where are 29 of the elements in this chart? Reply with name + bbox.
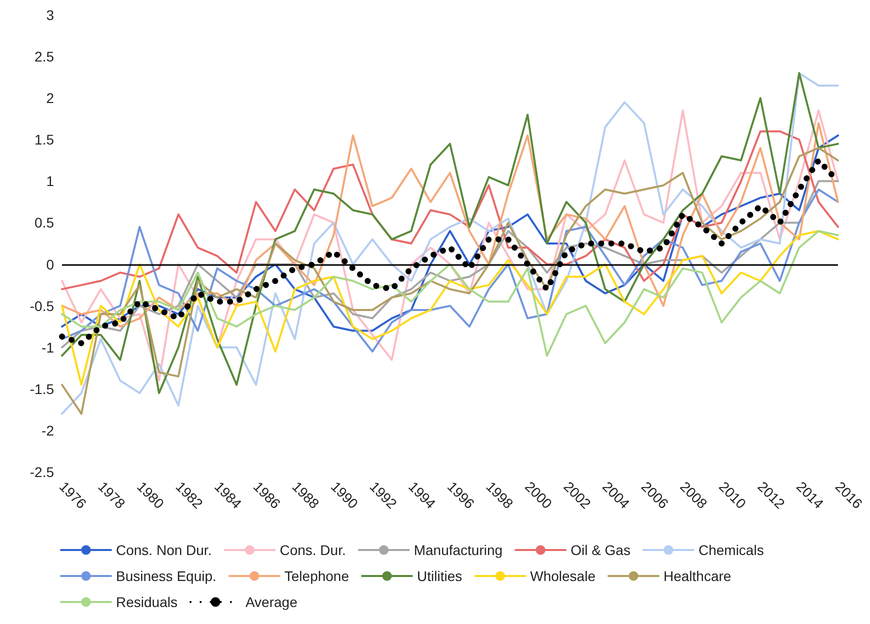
y-tick-label: -0.5 <box>30 298 54 314</box>
y-tick-label: 1.5 <box>34 132 54 148</box>
y-tick-label: -2 <box>42 422 54 438</box>
y-tick-label: 1 <box>46 173 54 190</box>
y-tick-label: 3 <box>46 7 54 23</box>
legend-label: Manufacturing <box>414 542 503 558</box>
legend-label: Healthcare <box>663 568 732 584</box>
line-series <box>61 146 839 415</box>
legend-label: Telephone <box>284 568 350 584</box>
line-series <box>61 110 839 382</box>
legend-label: Business Equip. <box>116 568 216 584</box>
legend-label: Cons. Dur. <box>280 542 346 558</box>
legend-label: Chemicals <box>698 542 764 558</box>
y-tick-label: -1 <box>42 339 54 356</box>
y-tick-label: 0.5 <box>34 214 54 231</box>
y-tick-label: 2.5 <box>34 48 54 65</box>
y-tick-label: 2 <box>46 90 54 106</box>
legend-label: Utilities <box>417 568 462 584</box>
y-tick-label: -2.5 <box>30 464 54 480</box>
y-tick-label: -1.5 <box>30 380 54 397</box>
legend-label: Cons. Non Dur. <box>116 542 212 558</box>
line-series <box>61 130 839 290</box>
legend-label: Average <box>245 594 298 610</box>
line-series <box>61 230 839 357</box>
legend-label: Oil & Gas <box>570 542 630 558</box>
y-tick-label: 0 <box>46 256 54 272</box>
line-series <box>61 230 839 386</box>
legend-label: Wholesale <box>530 568 596 584</box>
legend-label: Residuals <box>116 594 178 610</box>
